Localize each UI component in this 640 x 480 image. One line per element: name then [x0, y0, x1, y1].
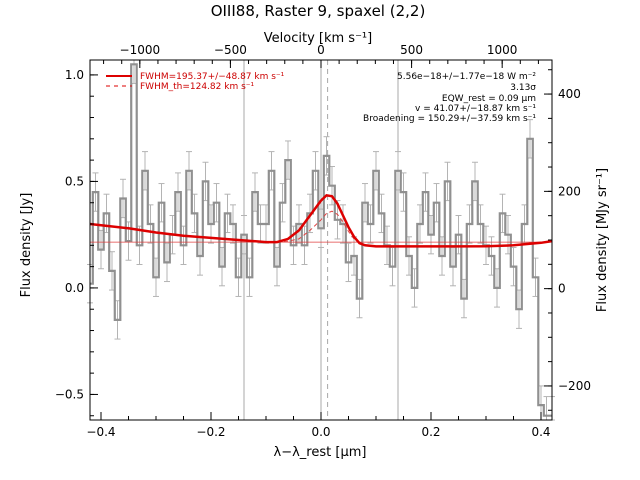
thermal-fit-line	[276, 210, 366, 246]
top-tick-label: 0	[317, 43, 325, 57]
right-tick-label: 200	[558, 184, 581, 198]
y-tick-label: 0.5	[65, 174, 84, 188]
x-axis-title: λ−λ_rest [μm]	[274, 445, 367, 460]
top-axis-title: Velocity [km s⁻¹]	[264, 31, 372, 46]
right-axis-title: Flux density [MJy sr⁻¹]	[595, 168, 610, 312]
top-tick-label: −1000	[120, 43, 161, 57]
annotation-eqw: EQW_rest = 0.09 μm	[442, 94, 536, 104]
right-tick-label: 0	[558, 282, 566, 296]
y-tick-label: −0.5	[55, 387, 84, 401]
x-tick-label: −0.2	[196, 425, 225, 439]
plot-area	[87, 59, 555, 421]
right-tick-label: 400	[558, 87, 581, 101]
axes: −0.4 −0.2 0.0 0.2 0.4 −1000 −500 0 500 1000 −0.5 0.…	[55, 43, 591, 439]
y-tick-label: 1.0	[65, 68, 84, 82]
annotation-velocity: v = 41.07+/−18.87 km s⁻¹	[415, 104, 536, 114]
annotation-flux: 5.56e−18+/−1.77e−18 W m⁻²	[397, 72, 536, 82]
legend: FWHM=195.37+/−48.87 km s⁻¹ FWHM_th=124.8…	[106, 72, 285, 92]
annotation-sigma: 3.13σ	[510, 83, 536, 93]
annotation-broadening: Broadening = 150.29+/−37.59 km s⁻¹	[363, 114, 536, 124]
chart-title: OIII88, Raster 9, spaxel (2,2)	[211, 2, 426, 20]
top-tick-label: −500	[214, 43, 247, 57]
x-tick-label: 0.4	[531, 425, 550, 439]
fit-curves	[89, 193, 553, 248]
y-tick-label: 0.0	[65, 281, 84, 295]
x-tick-label: −0.4	[86, 425, 115, 439]
legend-label-fwhm: FWHM=195.37+/−48.87 km s⁻¹	[140, 72, 285, 82]
x-tick-label: 0.2	[421, 425, 440, 439]
x-tick-label: 0.0	[311, 425, 330, 439]
spectrum-step-line	[90, 63, 552, 417]
y-axis-title: Flux density [Jy]	[19, 193, 34, 298]
right-tick-label: −200	[558, 379, 591, 393]
top-tick-label: 500	[400, 43, 423, 57]
annotations: 5.56e−18+/−1.77e−18 W m⁻² 3.13σ EQW_rest…	[363, 72, 536, 124]
top-tick-label: 1000	[487, 43, 518, 57]
legend-label-fwhm-th: FWHM_th=124.82 km s⁻¹	[140, 82, 255, 92]
gaussian-fit-line	[89, 193, 553, 248]
